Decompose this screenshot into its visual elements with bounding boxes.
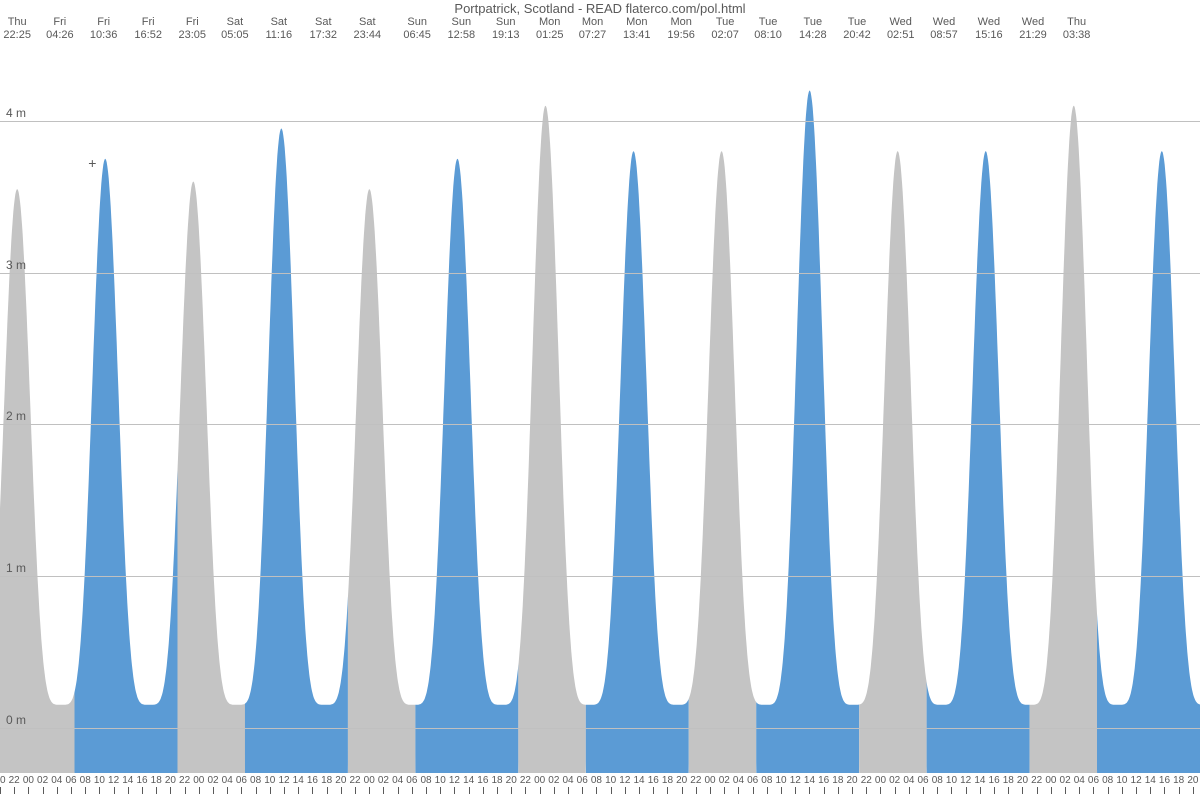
tide-svg [0, 0, 1200, 800]
tide-fill-night [517, 106, 588, 773]
tide-fill-night [346, 189, 417, 773]
tide-chart: Portpatrick, Scotland - READ flaterco.co… [0, 0, 1200, 800]
tide-fill-night [176, 182, 247, 774]
tide-fill-day [925, 151, 1032, 773]
tide-fill-day [755, 91, 861, 773]
tide-fill-night [687, 151, 758, 773]
tide-fill-day [414, 159, 520, 773]
tide-fill-day [73, 159, 180, 773]
tide-fill-day [1095, 151, 1200, 773]
tide-fill-night [857, 151, 928, 773]
tide-fill-day [584, 151, 691, 773]
tide-fill-night [1028, 106, 1099, 773]
tide-fill-day [243, 128, 349, 773]
tide-fill-night [0, 189, 76, 773]
